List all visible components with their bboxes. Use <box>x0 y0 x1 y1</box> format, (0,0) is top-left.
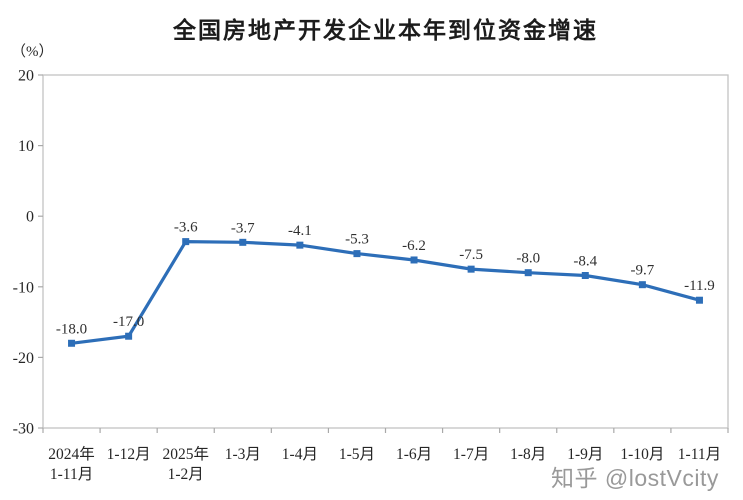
data-point-label: -9.7 <box>631 263 655 279</box>
data-point-marker <box>410 256 418 264</box>
x-axis-tick-label: 1-7月 <box>453 446 489 463</box>
x-axis-tick-label: 1-12月 <box>107 446 151 463</box>
data-point-marker <box>353 250 361 258</box>
data-point-marker <box>68 339 76 347</box>
x-axis-tick-label: 1-3月 <box>225 446 261 463</box>
x-axis-tick-label: 2024年 1-11月 <box>48 445 95 483</box>
data-point-marker <box>695 296 703 304</box>
data-point-marker <box>182 238 190 246</box>
y-axis-tick-label: -10 <box>13 279 34 296</box>
data-point-label: -4.1 <box>288 223 312 239</box>
data-point-label: -8.0 <box>516 251 540 267</box>
y-axis-unit-label: （%） <box>11 44 54 60</box>
x-axis-tick-label: 1-10月 <box>620 446 664 463</box>
data-point-marker <box>467 265 475 273</box>
data-point-label: -7.5 <box>459 247 483 263</box>
x-axis-tick-label: 1-5月 <box>339 446 375 463</box>
y-axis-tick-label: 20 <box>18 68 34 85</box>
chart-title: 全国房地产开发企业本年到位资金增速 <box>173 17 598 43</box>
watermark-text: 知乎 @lostVcity <box>551 465 719 491</box>
data-point-label: -17.0 <box>113 314 144 330</box>
x-axis-tick-label: 2025年 1-2月 <box>162 445 209 483</box>
data-point-marker <box>581 272 589 280</box>
data-point-marker <box>524 269 532 277</box>
data-point-label: -18.0 <box>56 321 87 337</box>
data-point-label: -5.3 <box>345 232 369 248</box>
data-point-marker <box>296 241 304 249</box>
x-axis-tick-label: 1-8月 <box>510 446 546 463</box>
plot-area <box>42 74 729 429</box>
data-point-label: -3.7 <box>231 220 255 236</box>
x-axis-tick-label: 1-4月 <box>282 446 318 463</box>
data-point-marker <box>239 238 247 246</box>
x-axis-tick-label: 1-11月 <box>678 446 721 463</box>
y-axis-tick-label: 10 <box>18 138 34 155</box>
data-point-label: -8.4 <box>573 254 597 270</box>
series-line <box>71 239 700 345</box>
data-point-marker <box>125 332 133 340</box>
x-axis-tick-label: 1-6月 <box>396 446 432 463</box>
data-point-label: -6.2 <box>402 238 426 254</box>
y-axis-tick-label: 0 <box>26 209 34 226</box>
data-point-marker <box>638 281 646 289</box>
data-point-label: -3.6 <box>174 220 198 236</box>
y-axis-tick-label: -20 <box>13 350 34 367</box>
x-axis-tick-label: 1-9月 <box>567 446 603 463</box>
watermark: 知乎 @lostVcity <box>551 459 719 493</box>
data-point-label: -11.9 <box>684 278 715 294</box>
y-axis-tick-label: -30 <box>13 421 34 438</box>
